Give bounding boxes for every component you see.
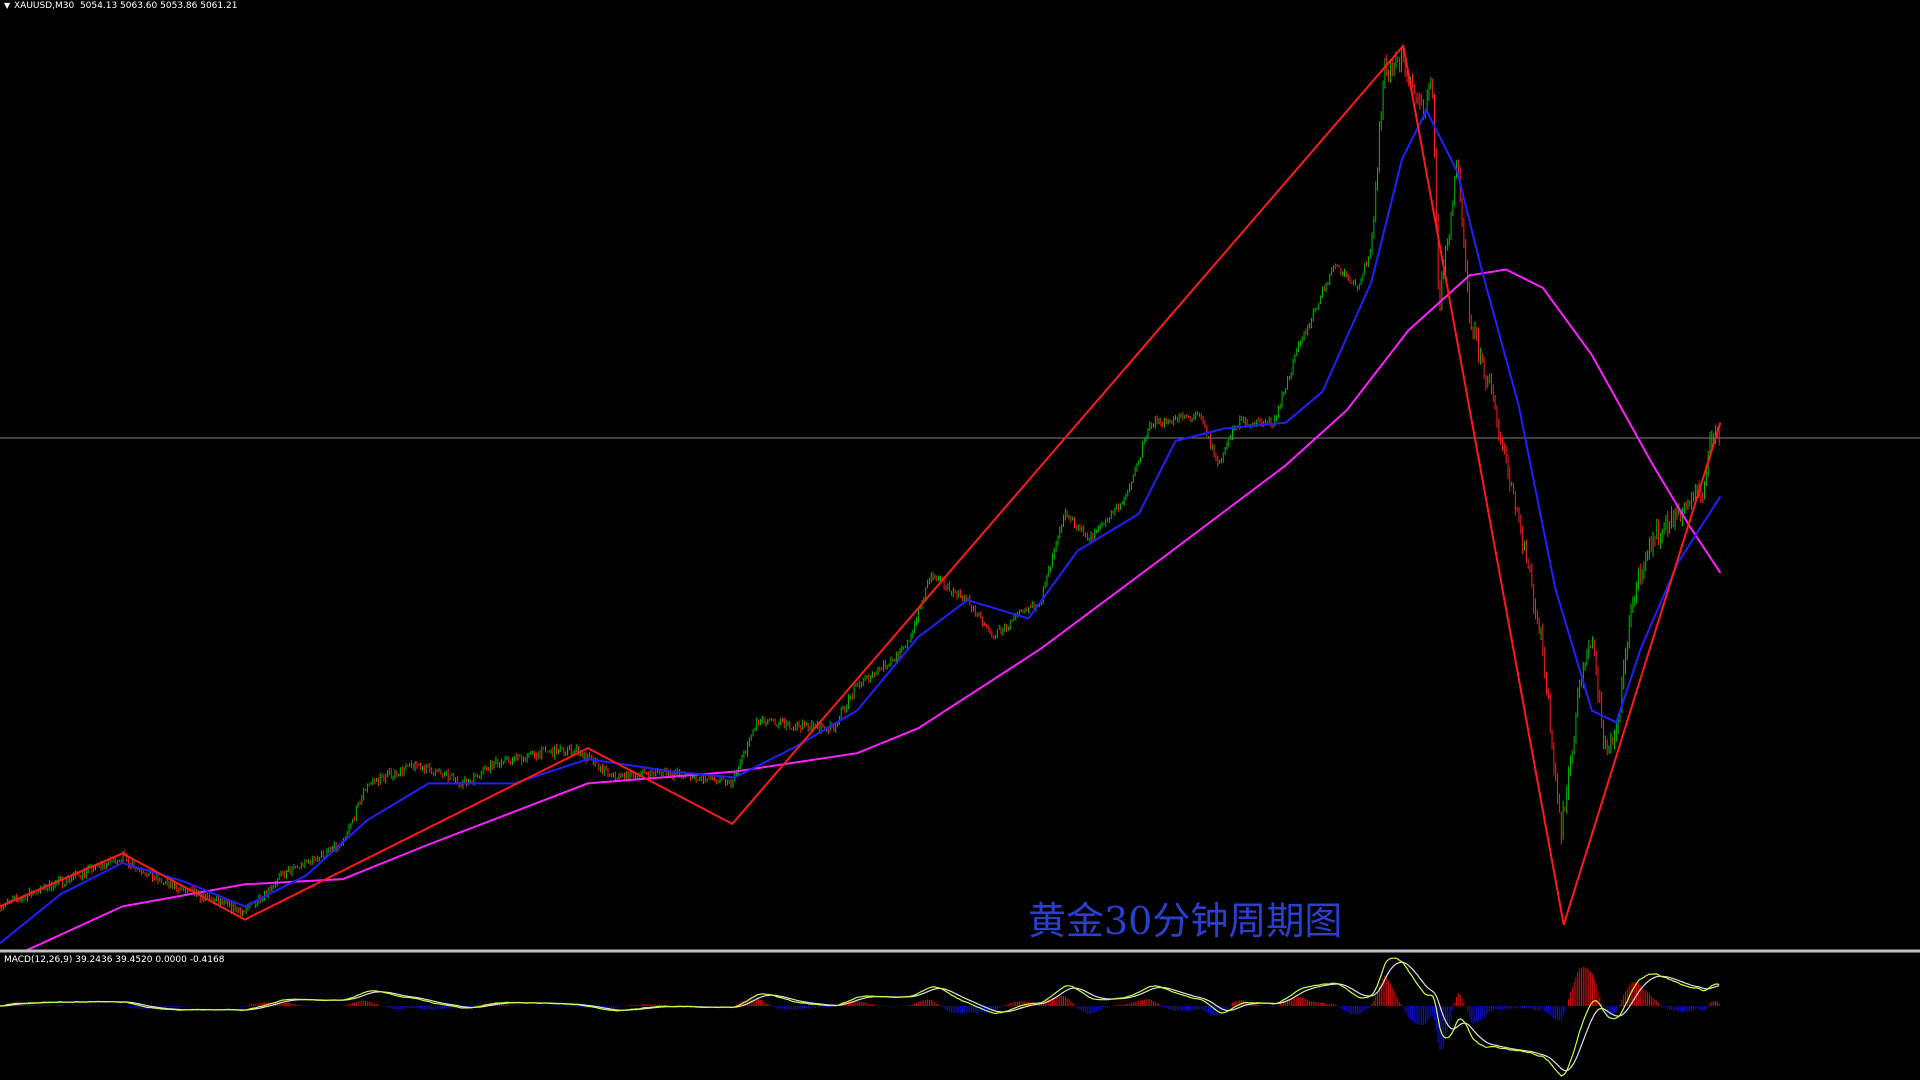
chart-annotation: 黄金30分钟周期图 — [1028, 899, 1343, 943]
candles — [0, 47, 1720, 917]
macd-signal-line — [0, 961, 1720, 1072]
symbol-ohlc-header: XAUUSD,M30 5054.13 5063.60 5053.86 5061.… — [14, 1, 237, 11]
high: 5063.60 — [120, 1, 158, 11]
low: 5053.86 — [160, 1, 198, 11]
ma-fast-line — [0, 108, 1722, 944]
macd-pane — [0, 957, 1720, 1077]
menu-triangle-icon[interactable]: ▼ — [4, 1, 11, 10]
macd-line — [0, 957, 1720, 1077]
close: 5061.21 — [200, 1, 238, 11]
symbol: XAUUSD,M30 — [14, 1, 75, 11]
open: 5054.13 — [79, 1, 118, 11]
ma-slow-line — [24, 268, 1722, 953]
macd-label: MACD(12,26,9) 39.2436 39.4520 0.0000 -0.… — [4, 955, 225, 965]
zigzag-line — [0, 43, 1722, 926]
